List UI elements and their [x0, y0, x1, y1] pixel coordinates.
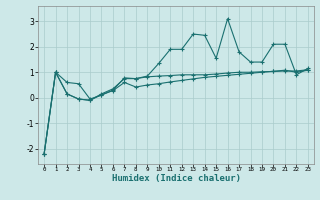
X-axis label: Humidex (Indice chaleur): Humidex (Indice chaleur): [111, 174, 241, 183]
